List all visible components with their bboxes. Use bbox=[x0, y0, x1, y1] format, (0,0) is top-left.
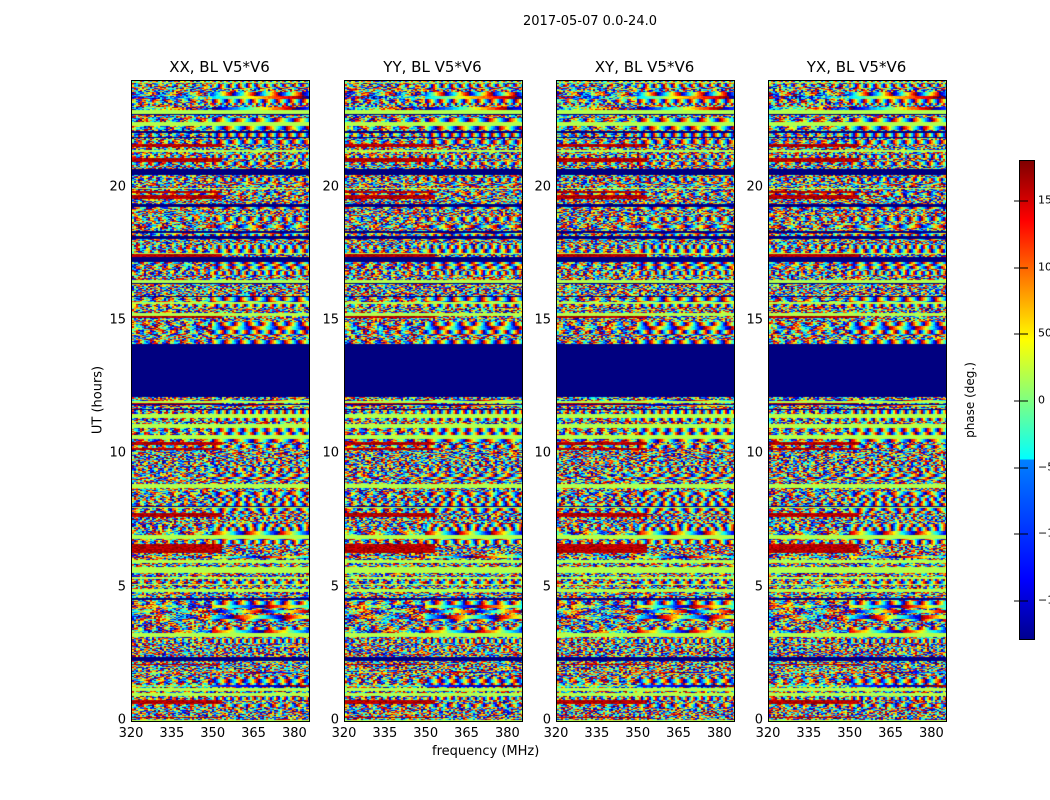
x-tick-label: 365 bbox=[878, 726, 903, 741]
x-tick-label: 350 bbox=[837, 726, 863, 741]
y-tick-label: 10 bbox=[746, 445, 763, 461]
x-tick-label: 380 bbox=[281, 726, 307, 741]
y-tick-label: 5 bbox=[754, 579, 763, 595]
y-tick-label: 20 bbox=[746, 179, 763, 195]
y-tick-label: 0 bbox=[754, 712, 763, 728]
x-tick-label: 365 bbox=[241, 726, 266, 741]
colorbar-tick-label: 50 bbox=[1038, 326, 1050, 340]
y-tick-label: 5 bbox=[117, 579, 126, 595]
colorbar-tick: 50 bbox=[1014, 327, 1050, 340]
panel-title: XX, BL V5*V6 bbox=[169, 58, 270, 76]
colorbar-tick-label: 0 bbox=[1038, 393, 1045, 407]
colorbar: 150 100 50 0 −50 −100 −150 bbox=[1014, 160, 1050, 640]
colorbar-tick: −50 bbox=[1014, 460, 1050, 473]
panel-title: XY, BL V5*V6 bbox=[594, 58, 695, 76]
x-tick-label: 380 bbox=[918, 726, 944, 741]
x-axis-label: frequency (MHz) bbox=[432, 744, 540, 759]
y-tick-label: 20 bbox=[534, 179, 551, 195]
y-tick-label: 0 bbox=[117, 712, 126, 728]
y-tick-label: 15 bbox=[534, 312, 551, 328]
colorbar-tick: −150 bbox=[1014, 594, 1050, 607]
phase-heatmap bbox=[768, 80, 947, 722]
x-tick-label: 320 bbox=[118, 726, 144, 741]
x-tick-label: 335 bbox=[372, 726, 398, 741]
panel-title: YY, BL V5*V6 bbox=[383, 58, 482, 76]
phase-heatmap bbox=[131, 80, 310, 722]
x-tick-label: 380 bbox=[494, 726, 520, 741]
y-axis-label: UT (hours) bbox=[90, 365, 106, 435]
panel-4: YX, BL V5*V6 0 5 10 15 20 320 335 350 365 380 bbox=[746, 58, 947, 741]
x-tick-label: 350 bbox=[413, 726, 439, 741]
colorbar-tick: 150 bbox=[1014, 194, 1050, 207]
y-tick-label: 15 bbox=[322, 312, 339, 328]
colorbar-label: phase (deg.) bbox=[963, 362, 977, 438]
phase-heatmap bbox=[344, 80, 523, 722]
x-tick-label: 365 bbox=[666, 726, 691, 741]
y-tick-label: 10 bbox=[109, 445, 126, 461]
colorbar-tick: 100 bbox=[1014, 260, 1050, 273]
x-tick-label: 350 bbox=[625, 726, 651, 741]
panel-3: XY, BL V5*V6 0 5 10 15 20 320 335 350 365 380 bbox=[534, 58, 735, 741]
y-tick-label: 20 bbox=[109, 179, 126, 195]
figure-title: 2017-05-07 0.0-24.0 bbox=[523, 14, 657, 29]
x-tick-label: 380 bbox=[706, 726, 732, 741]
y-tick-label: 0 bbox=[542, 712, 551, 728]
x-tick-label: 335 bbox=[796, 726, 822, 741]
x-tick-label: 365 bbox=[454, 726, 479, 741]
y-tick-label: 10 bbox=[322, 445, 339, 461]
y-tick-label: 10 bbox=[534, 445, 551, 461]
x-tick-label: 320 bbox=[543, 726, 569, 741]
x-tick-label: 350 bbox=[200, 726, 226, 741]
y-tick-label: 5 bbox=[330, 579, 339, 595]
colorbar-tick-label: −50 bbox=[1038, 460, 1050, 474]
panel-1: XX, BL V5*V6 0 5 10 15 20 320 335 350 365 380 bbox=[109, 58, 310, 741]
y-tick-label: 15 bbox=[746, 312, 763, 328]
panel-title: YX, BL V5*V6 bbox=[806, 58, 907, 76]
x-tick-label: 320 bbox=[755, 726, 781, 741]
panel-2: YY, BL V5*V6 0 5 10 15 20 320 335 350 365 380 bbox=[322, 58, 523, 741]
y-tick-label: 5 bbox=[542, 579, 551, 595]
colorbar-tick-label: 100 bbox=[1038, 260, 1050, 274]
y-tick-label: 0 bbox=[330, 712, 339, 728]
colorbar-tick: 0 bbox=[1014, 394, 1045, 407]
x-tick-label: 320 bbox=[331, 726, 357, 741]
y-tick-label: 20 bbox=[322, 179, 339, 195]
colorbar-tick-label: 150 bbox=[1038, 193, 1050, 207]
colorbar-tick: −100 bbox=[1014, 527, 1050, 540]
phase-heatmap bbox=[556, 80, 735, 722]
x-tick-label: 335 bbox=[159, 726, 185, 741]
x-tick-label: 335 bbox=[584, 726, 610, 741]
colorbar-tick-label: −150 bbox=[1038, 593, 1050, 607]
colorbar-tick-label: −100 bbox=[1038, 526, 1050, 540]
y-tick-label: 15 bbox=[109, 312, 126, 328]
